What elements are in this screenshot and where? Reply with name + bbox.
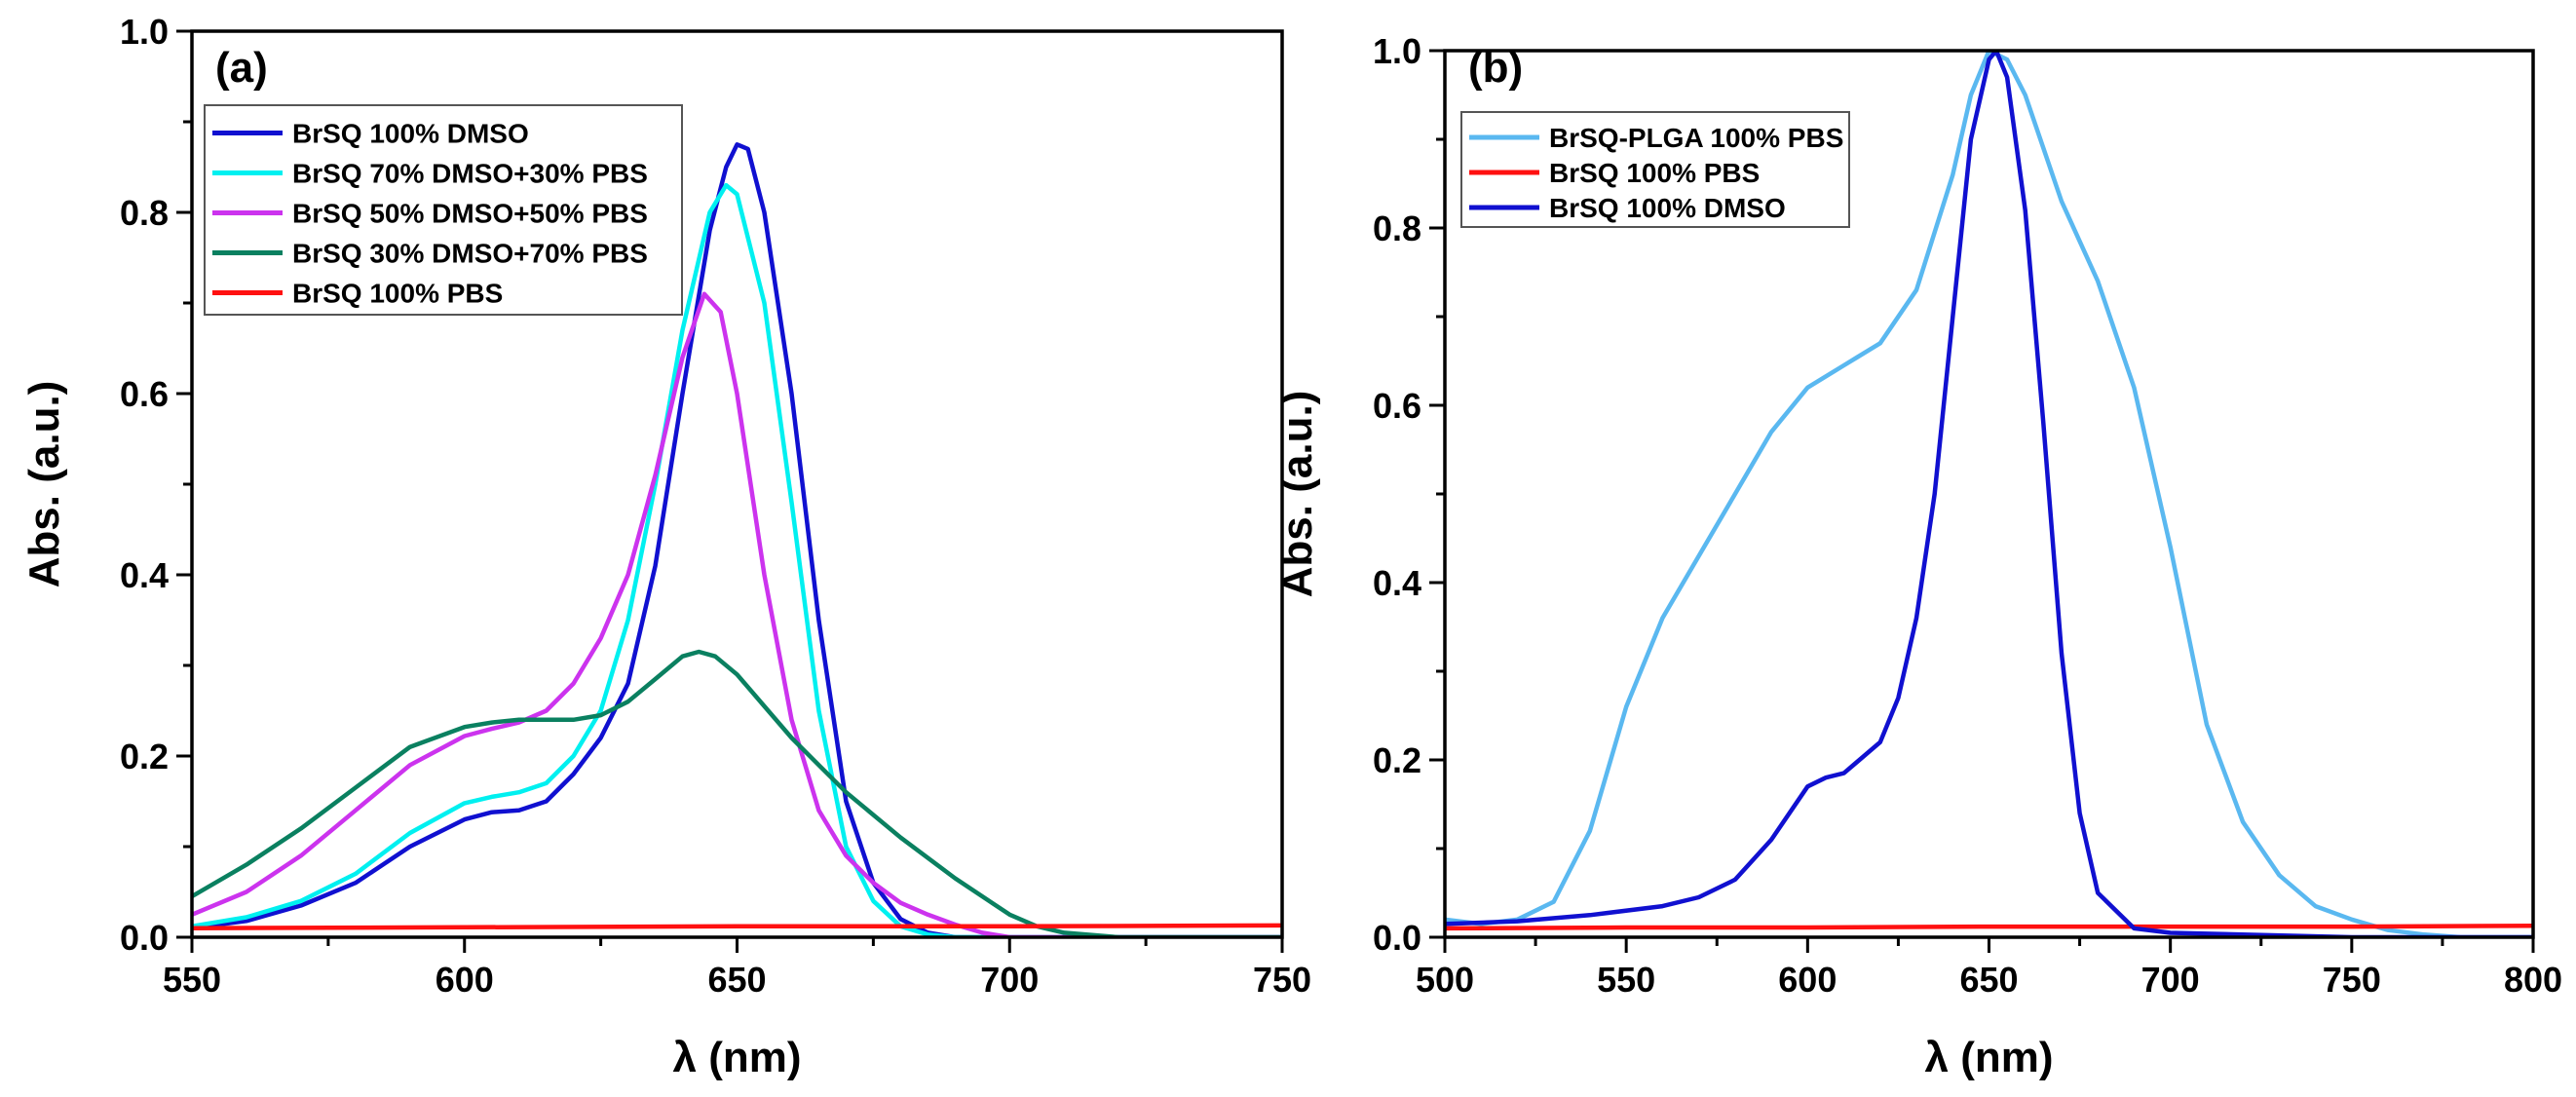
y-tick-label: 1.0 xyxy=(1373,31,1421,71)
x-tick-label: 700 xyxy=(980,960,1039,1000)
series-line-brsq-100-pbs xyxy=(192,923,1282,930)
x-tick-label: 550 xyxy=(1597,960,1655,1000)
y-axis-label: Abs. (a.u.) xyxy=(1273,391,1321,598)
x-axis-label: λ (nm) xyxy=(1925,1034,2054,1081)
series-line-brsq-100-pbs xyxy=(1445,923,2533,931)
legend: BrSQ-PLGA 100% PBS BrSQ 100% PBS BrSQ 100%… xyxy=(1460,111,1850,228)
y-tick-label: 0.2 xyxy=(1373,740,1421,780)
series-line-brsq-100-dmso xyxy=(1445,51,2533,937)
y-tick-label: 0.6 xyxy=(120,374,169,414)
panel-label: (a) xyxy=(215,44,268,92)
legend: BrSQ 100% DMSO BrSQ 70% DMSO+30% PBS BrSQ … xyxy=(204,104,683,316)
x-tick-label: 600 xyxy=(436,960,494,1000)
x-tick-label: 550 xyxy=(163,960,221,1000)
chart-panel-b: 500 550 600 650 700 750 800 0.0 0.2 0.4 0.6 0.8 1.0 λ… xyxy=(1273,31,2562,1081)
chart-panel-a: 550 600 650 700 750 0.0 0.2 0.4 0.6 0.8 1.0 λ (nm) A… xyxy=(20,12,1311,1081)
y-tick-label: 0.8 xyxy=(120,193,169,233)
y-axis-label: Abs. (a.u.) xyxy=(20,381,68,588)
y-tick-label: 0.4 xyxy=(1373,563,1421,603)
legend-entry-label: BrSQ-PLGA 100% PBS xyxy=(1549,123,1843,153)
series-line-brsq-50-dmso-50-pbs xyxy=(192,291,1282,937)
legend-entry-label: BrSQ 100% DMSO xyxy=(1549,193,1786,223)
legend-entry-label: BrSQ 100% DMSO xyxy=(292,119,529,149)
y-tick-label: 0.8 xyxy=(1373,208,1421,248)
panel-label: (b) xyxy=(1468,44,1523,92)
y-tick-label: 0.4 xyxy=(120,555,169,595)
x-tick-label: 800 xyxy=(2504,960,2562,1000)
series-line-brsq-30-dmso-70-pbs xyxy=(192,649,1282,937)
legend-entry-label: BrSQ 70% DMSO+30% PBS xyxy=(292,159,648,189)
legend-entry-label: BrSQ 50% DMSO+50% PBS xyxy=(292,199,648,229)
legend-entry-label: BrSQ 100% PBS xyxy=(1549,158,1760,188)
x-tick-label: 500 xyxy=(1416,960,1474,1000)
x-tick-label: 650 xyxy=(707,960,766,1000)
y-tick-label: 0.2 xyxy=(120,737,169,776)
y-tick-label: 0.0 xyxy=(120,918,169,958)
legend-entry-label: BrSQ 30% DMSO+70% PBS xyxy=(292,239,648,269)
x-tick-label: 700 xyxy=(2141,960,2200,1000)
y-tick-label: 1.0 xyxy=(120,12,169,52)
legend-entry-label: BrSQ 100% PBS xyxy=(292,279,503,309)
x-tick-label: 750 xyxy=(1253,960,1311,1000)
x-axis-label: λ (nm) xyxy=(673,1034,802,1081)
y-tick-label: 0.0 xyxy=(1373,918,1421,958)
y-tick-label: 0.6 xyxy=(1373,386,1421,426)
x-tick-label: 600 xyxy=(1778,960,1837,1000)
x-tick-label: 650 xyxy=(1959,960,2018,1000)
series-line-brsq-plga-100-pbs xyxy=(1445,51,2533,937)
legend-box xyxy=(204,104,683,316)
x-tick-label: 750 xyxy=(2323,960,2381,1000)
